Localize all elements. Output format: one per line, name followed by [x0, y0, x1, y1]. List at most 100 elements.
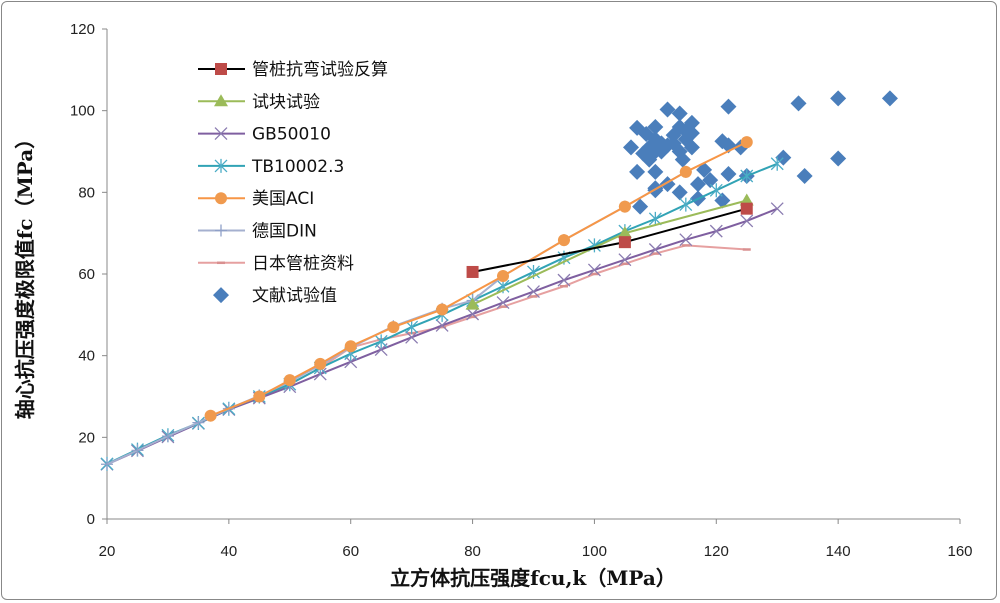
data-point — [830, 150, 847, 167]
data-point — [648, 243, 662, 256]
data-point — [466, 307, 480, 321]
data-point — [740, 202, 753, 215]
legend-label: 试块试验 — [252, 92, 320, 112]
y-tick-label: 20 — [78, 429, 95, 446]
data-point — [720, 165, 737, 182]
legend-label: TB10002.3 — [251, 157, 344, 177]
data-point — [674, 151, 691, 168]
data-point — [647, 163, 664, 180]
data-point — [679, 165, 692, 178]
data-point — [740, 136, 753, 149]
data-point — [709, 224, 723, 238]
series-5 — [101, 165, 692, 471]
data-point — [497, 270, 510, 283]
data-point — [679, 233, 693, 247]
series-7 — [622, 90, 898, 215]
data-point — [641, 151, 658, 168]
legend-marker — [215, 224, 227, 237]
data-point — [683, 114, 700, 131]
legend-label: 美国ACI — [252, 189, 314, 209]
data-point — [653, 143, 670, 160]
data-point — [702, 172, 719, 189]
data-point — [665, 135, 682, 152]
x-tick-label: 80 — [464, 543, 481, 560]
data-point — [740, 169, 754, 183]
data-point — [374, 334, 388, 349]
data-point — [796, 168, 813, 184]
y-tick-label: 80 — [78, 184, 95, 201]
data-point — [665, 127, 682, 144]
legend-label: GB50010 — [252, 125, 331, 145]
data-point — [557, 234, 570, 247]
data-point — [790, 95, 807, 112]
data-point — [435, 318, 449, 332]
series-1 — [465, 193, 754, 310]
series-line — [106, 171, 687, 466]
data-point — [618, 236, 631, 249]
data-point — [881, 90, 898, 107]
x-tick-label: 160 — [947, 543, 972, 560]
data-point — [622, 139, 639, 156]
data-point — [436, 303, 449, 316]
data-point — [739, 193, 754, 206]
data-point — [770, 202, 784, 216]
data-point — [740, 214, 754, 228]
data-point — [671, 105, 688, 122]
data-point — [161, 430, 174, 443]
data-point — [830, 90, 847, 107]
data-point — [405, 330, 419, 344]
x-axis-label: 立方体抗压强度fcu,k（MPa） — [390, 566, 676, 590]
data-point — [709, 183, 723, 198]
data-point — [314, 357, 327, 370]
y-tick-label: 120 — [70, 21, 95, 38]
data-point — [557, 273, 571, 287]
legend-marker — [213, 287, 229, 304]
data-point — [527, 285, 540, 299]
legend-marker — [214, 94, 228, 107]
data-point — [405, 320, 419, 335]
data-point — [344, 340, 357, 353]
data-point — [466, 265, 479, 278]
data-point — [131, 444, 144, 457]
data-point — [618, 253, 632, 267]
legend-label: 日本管桩资料 — [252, 254, 354, 274]
y-axis-label: 轴心抗压强度极限值fc（MPa） — [13, 129, 37, 419]
data-point — [671, 184, 688, 201]
legend-label: 德国DIN — [252, 222, 317, 242]
data-point — [253, 390, 266, 403]
y-tick-label: 100 — [70, 103, 95, 120]
data-point — [714, 192, 731, 209]
data-point — [629, 163, 646, 180]
legend-marker — [215, 63, 227, 75]
series-0 — [466, 202, 753, 278]
x-tick-label: 100 — [582, 543, 607, 560]
series-4 — [204, 136, 753, 422]
x-tick-label: 40 — [221, 543, 238, 560]
legend-label: 管桩抗弯试验反算 — [252, 60, 388, 80]
data-point — [192, 416, 205, 429]
y-tick-label: 60 — [78, 266, 95, 283]
legend-marker — [214, 127, 228, 141]
data-point — [465, 297, 480, 310]
x-tick-label: 60 — [342, 543, 359, 560]
y-tick-label: 0 — [87, 511, 95, 528]
data-point — [283, 374, 296, 387]
x-tick-label: 20 — [99, 543, 116, 560]
x-tick-label: 140 — [826, 543, 851, 560]
data-point — [617, 226, 632, 239]
legend-label: 文献试验值 — [252, 286, 337, 306]
data-point — [496, 296, 510, 310]
data-point — [720, 98, 737, 115]
data-point — [677, 131, 694, 148]
data-point — [101, 458, 113, 471]
data-point — [679, 197, 693, 212]
x-tick-label: 120 — [704, 543, 729, 560]
legend-marker — [214, 158, 228, 173]
data-point — [618, 200, 631, 213]
data-point — [647, 119, 664, 135]
data-point — [387, 321, 400, 334]
series-2 — [100, 202, 784, 471]
data-point — [632, 198, 649, 215]
